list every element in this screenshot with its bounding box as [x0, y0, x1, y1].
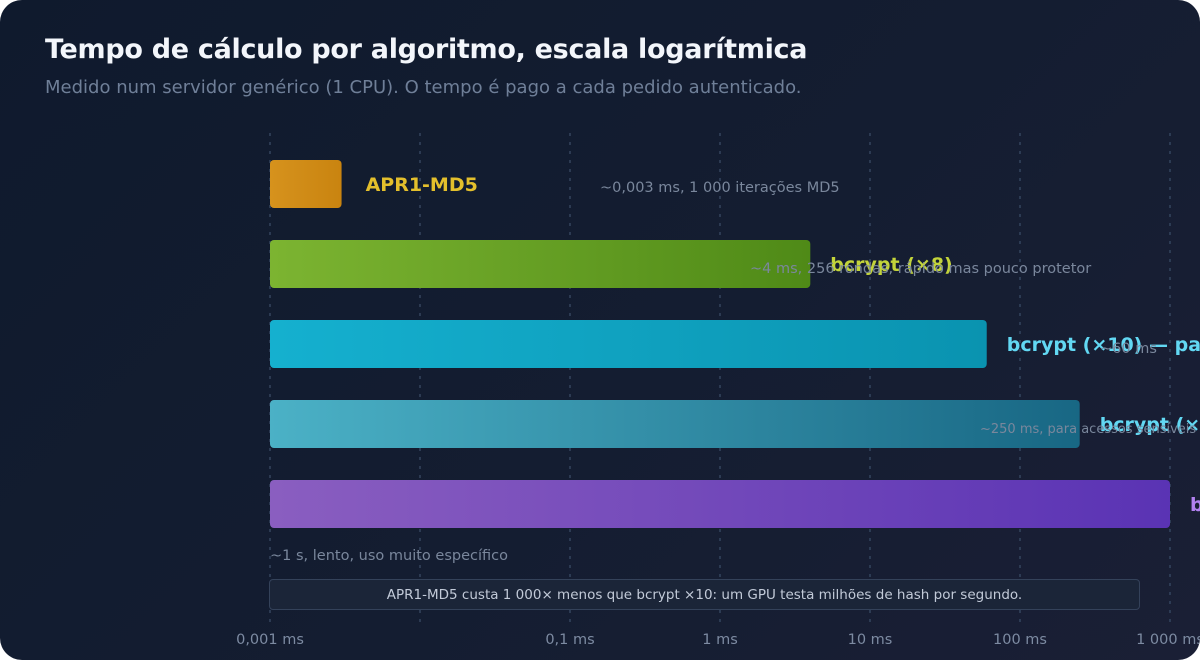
grid-lines [269, 133, 1171, 622]
bar-label: bcrypt (×8) [830, 254, 952, 276]
x-axis-ticks: 0,001 ms 0,1 ms 1 ms 10 ms 100 ms 1 000 ms [236, 632, 1200, 648]
x-tick-label: 0,001 ms [236, 632, 304, 648]
data-annotation: ~250 ms, para acessos sensíveis [980, 422, 1196, 437]
data-annotation: ~0,003 ms, 1 000 iterações MD5 [600, 180, 840, 196]
x-tick-label: 100 ms [993, 632, 1047, 648]
bar-label: bcrypt (×12) [1100, 414, 1200, 436]
bars [270, 160, 1170, 528]
bar-label: APR1-MD5 [366, 174, 478, 196]
x-tick-label: 1 ms [702, 632, 738, 648]
data-annotation: ~60 ms [1100, 341, 1157, 357]
bar-labels: APR1-MD5 ~0,003 ms, 1 000 iterações MD5 bc… [270, 174, 1200, 564]
bar [270, 320, 987, 368]
bar-label: bcrypt (×14) [1190, 494, 1200, 516]
x-tick-label: 1 000 ms [1136, 632, 1200, 648]
chart-title: Tempo de cálculo por algoritmo, escala l… [45, 34, 808, 65]
data-annotation: ~4 ms, 256 rondas, rápido mas pouco prot… [750, 261, 1091, 277]
bar-label: bcrypt (×10) — padrão recomendado [1007, 334, 1200, 356]
bar [270, 480, 1170, 528]
x-tick-label: 0,1 ms [545, 632, 594, 648]
footnote-box: APR1-MD5 custa 1 000× menos que bcrypt ×… [269, 579, 1140, 610]
x-tick-label: 10 ms [848, 632, 893, 648]
data-annotation: ~1 s, lento, uso muito específico [270, 548, 508, 564]
chart-subtitle: Medido num servidor genérico (1 CPU). O … [45, 77, 802, 98]
bar [270, 240, 811, 288]
bar [270, 160, 342, 208]
bar [270, 400, 1080, 448]
